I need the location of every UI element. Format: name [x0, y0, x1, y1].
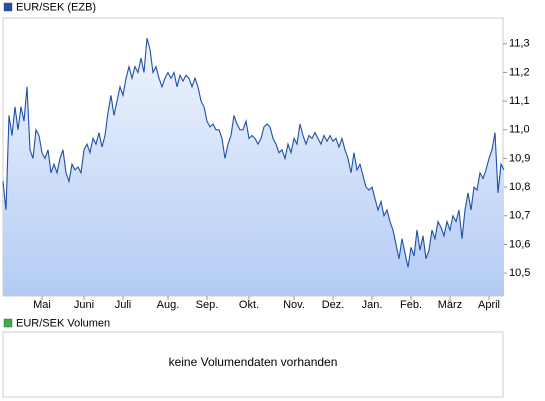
- legend-label: EUR/SEK Volumen: [16, 317, 110, 329]
- x-tick-label: März: [438, 299, 462, 311]
- y-tick-label: 11,0: [509, 124, 530, 136]
- area-fill: [3, 38, 504, 296]
- x-tick-label: Dez.: [322, 299, 345, 311]
- x-tick-label: Juni: [74, 299, 94, 311]
- line: [2, 37, 505, 268]
- y-tick-label: 11,3: [509, 38, 530, 50]
- x-tick-label: Aug.: [157, 299, 180, 311]
- legend-swatch: [3, 2, 13, 12]
- x-tick-label: Jan.: [362, 299, 383, 311]
- x-tick-label: Mai: [33, 299, 51, 311]
- y-tick-label: 11,1: [509, 95, 530, 107]
- x-tick-label: Juli: [115, 299, 132, 311]
- y-tick-label: 10,9: [509, 152, 530, 164]
- volume-message: keine Volumendaten vorhanden: [169, 355, 338, 369]
- x-tick-label: Nov.: [283, 299, 305, 311]
- y-tick-label: 10,8: [509, 181, 530, 193]
- legend-label: EUR/SEK (EZB): [16, 1, 96, 13]
- y-tick-label: 10,7: [509, 210, 530, 222]
- x-tick-label: Okt.: [239, 299, 259, 311]
- x-tick-label: April: [478, 299, 500, 311]
- y-tick-label: 10,6: [509, 238, 530, 250]
- x-tick-label: Feb.: [400, 299, 422, 311]
- volume-frame: [2, 331, 504, 398]
- y-tick-label: 10,5: [509, 267, 530, 279]
- x-tick-label: Sep.: [196, 299, 219, 311]
- legend-swatch: [3, 318, 13, 328]
- y-tick-label: 11,2: [509, 66, 530, 78]
